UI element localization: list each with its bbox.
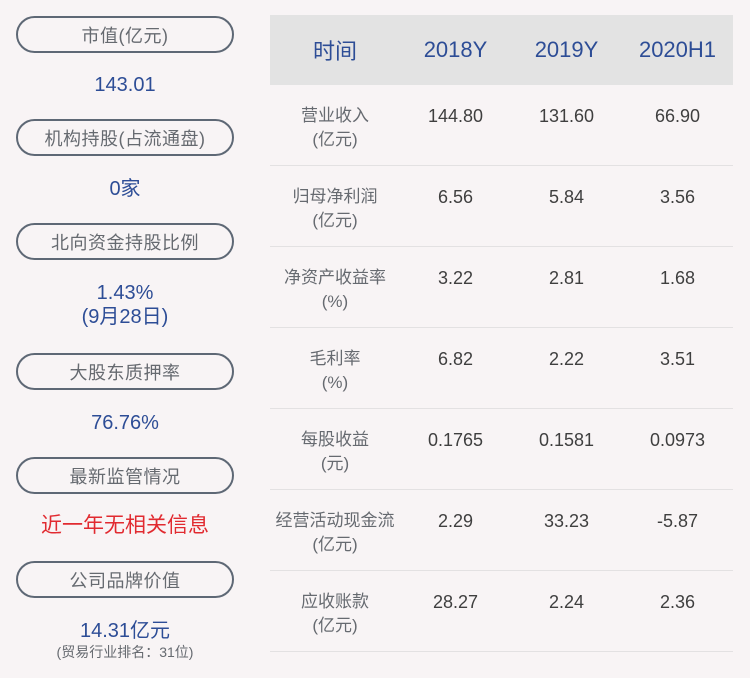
row-label: 每股收益 (元) xyxy=(301,430,369,473)
market-cap-value: 143.01 xyxy=(94,74,156,96)
market-cap-label: 市值(亿元) xyxy=(16,16,234,53)
brand-value: 14.31亿元 (贸易行业排名：31位) xyxy=(0,619,250,661)
cell-2019y: 2.81 xyxy=(548,268,585,288)
cell-2020h1: 3.51 xyxy=(659,349,696,369)
institutional-holding-value: 0家 xyxy=(109,178,141,200)
row-label: 经营活动现金流 (亿元) xyxy=(275,511,395,554)
table-row-gross-margin: 毛利率 (%) 6.82 2.22 3.51 xyxy=(270,328,733,409)
row-label: 营业收入 (亿元) xyxy=(301,106,369,149)
cell-2019y: 5.84 xyxy=(548,187,585,207)
table-row-operating-cashflow: 经营活动现金流 (亿元) 2.29 33.23 -5.87 xyxy=(270,490,733,571)
pledge-ratio-value: 76.76% xyxy=(91,412,159,434)
cell-2020h1: 1.68 xyxy=(659,268,696,288)
cell-2020h1: 0.0973 xyxy=(649,430,706,450)
table-row-eps: 每股收益 (元) 0.1765 0.1581 0.0973 xyxy=(270,409,733,490)
cell-2019y: 2.24 xyxy=(548,592,585,612)
table-row-revenue: 营业收入 (亿元) 144.80 131.60 66.90 xyxy=(270,85,733,166)
cell-2018y: 6.82 xyxy=(437,349,474,369)
pledge-ratio-label: 大股东质押率 xyxy=(16,353,234,390)
cell-2018y: 2.29 xyxy=(437,511,474,531)
header-2018y: 2018Y xyxy=(423,37,488,62)
brand-value-rank-note: (贸易行业排名：31位) xyxy=(56,644,194,660)
northbound-ratio-percent: 1.43% xyxy=(96,282,154,304)
table-row-net-profit: 归母净利润 (亿元) 6.56 5.84 3.56 xyxy=(270,166,733,247)
cell-2018y: 28.27 xyxy=(432,592,479,612)
financial-table: 时间 2018Y 2019Y 2020H1 营业收入 (亿元) 144.80 13… xyxy=(270,15,733,652)
key-indicators-panel: 市值(亿元) 143.01 机构持股(占流通盘) 0家 北向资金持股比例 1.4… xyxy=(0,0,250,678)
header-2019y: 2019Y xyxy=(534,37,599,62)
brand-value-amount: 14.31亿元 xyxy=(79,620,171,642)
northbound-ratio-label: 北向资金持股比例 xyxy=(16,223,234,260)
northbound-ratio-date: (9月28日) xyxy=(81,306,169,328)
cell-2019y: 131.60 xyxy=(538,106,595,126)
northbound-ratio-value: 1.43% (9月28日) xyxy=(0,281,250,329)
header-2020h1: 2020H1 xyxy=(638,37,717,62)
cell-2020h1: -5.87 xyxy=(656,511,699,531)
cell-2018y: 0.1765 xyxy=(427,430,484,450)
table-row-roe: 净资产收益率 (%) 3.22 2.81 1.68 xyxy=(270,247,733,328)
cell-2018y: 144.80 xyxy=(427,106,484,126)
cell-2020h1: 2.36 xyxy=(659,592,696,612)
row-label: 归母净利润 (亿元) xyxy=(292,187,378,230)
brand-value-label: 公司品牌价值 xyxy=(16,561,234,598)
table-header: 时间 2018Y 2019Y 2020H1 xyxy=(270,15,733,85)
table-row-receivables: 应收账款 (亿元) 28.27 2.24 2.36 xyxy=(270,571,733,652)
institutional-holding-label: 机构持股(占流通盘) xyxy=(16,119,234,156)
cell-2018y: 3.22 xyxy=(437,268,474,288)
header-period: 时间 xyxy=(312,39,357,64)
regulation-status-label: 最新监管情况 xyxy=(16,457,234,494)
cell-2019y: 0.1581 xyxy=(538,430,595,450)
regulation-status-value: 近一年无相关信息 xyxy=(41,514,209,537)
row-label: 应收账款 (亿元) xyxy=(301,592,369,635)
cell-2019y: 2.22 xyxy=(548,349,585,369)
row-label: 毛利率 (%) xyxy=(309,349,361,392)
row-label: 净资产收益率 (%) xyxy=(284,268,386,311)
cell-2020h1: 3.56 xyxy=(659,187,696,207)
cell-2018y: 6.56 xyxy=(437,187,474,207)
cell-2020h1: 66.90 xyxy=(654,106,701,126)
cell-2019y: 33.23 xyxy=(543,511,590,531)
